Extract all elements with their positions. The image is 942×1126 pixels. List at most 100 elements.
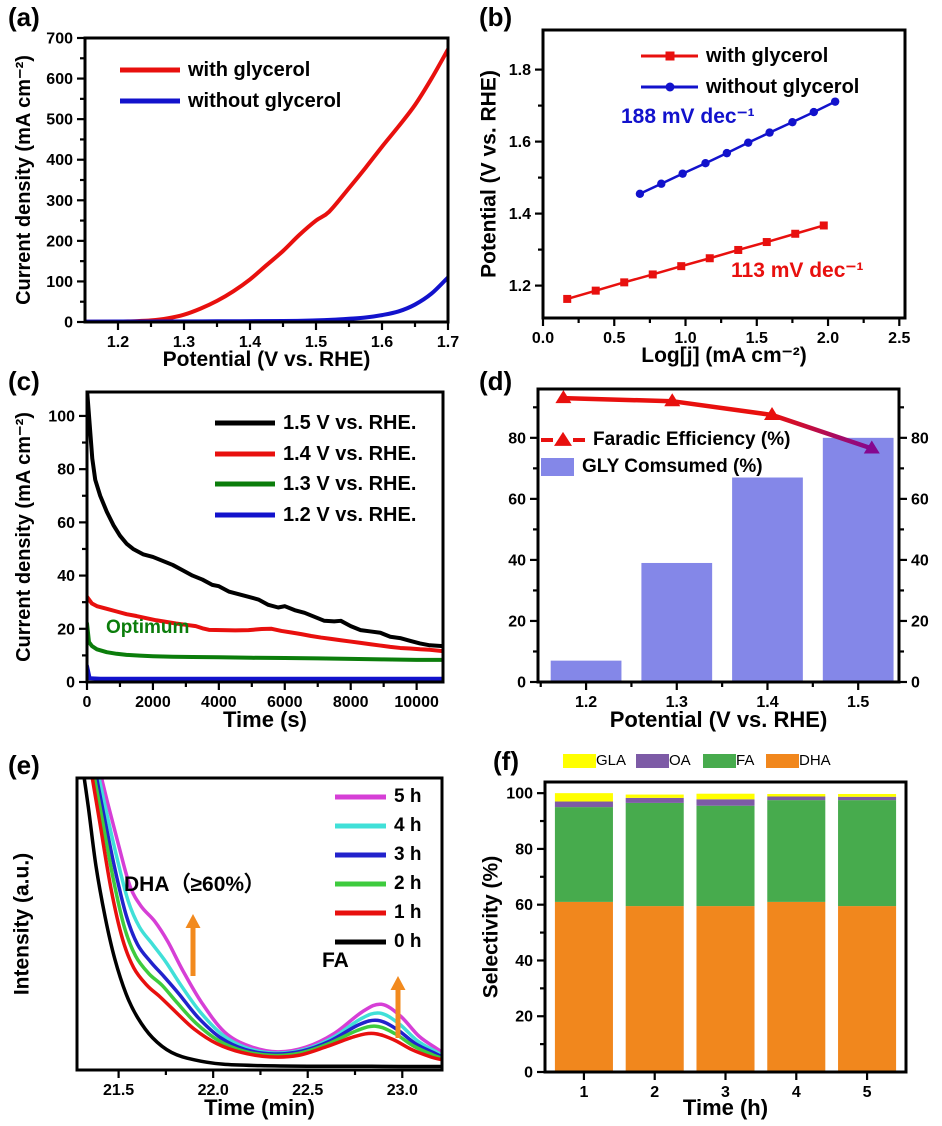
series-1-2-v-vs-rhe- <box>87 664 443 681</box>
legend-entry: GLA <box>563 752 626 769</box>
stacked-bar-segment-fa <box>696 805 755 907</box>
legend-marker-line <box>335 848 386 862</box>
y-axis-label: Potential (V vs. RHE) <box>477 70 501 278</box>
legend-entry: without glycerol <box>120 85 341 116</box>
gly-consumed-bar <box>732 477 803 682</box>
stacked-bar-segment-gla <box>554 793 613 802</box>
plot-frame <box>541 28 907 320</box>
stacked-bar-segment-fa <box>767 800 826 902</box>
legend-entry: with glycerol <box>641 40 859 71</box>
plot-frame <box>536 387 901 684</box>
legend-marker-triangle <box>541 431 585 448</box>
tick-label: 700 <box>46 31 73 48</box>
legend-marker-line <box>335 877 386 891</box>
tick-label: 1.4 <box>756 694 778 711</box>
faradic-efficiency-point <box>664 393 681 407</box>
x-axis-label: Time (s) <box>223 707 307 732</box>
legend-label: 1.4 V vs. RHE. <box>283 442 417 465</box>
stacked-bar-segment-dha <box>696 906 755 1072</box>
data-point-circle <box>657 179 666 188</box>
stacked-bar-segment-fa <box>838 800 897 907</box>
tick-label: 0.0 <box>532 330 554 347</box>
chart-annotation: 188 mV dec⁻¹ <box>621 105 755 128</box>
legend-marker-line <box>335 935 386 949</box>
tick-label: 2 <box>650 1084 659 1101</box>
tick-label: 60 <box>515 897 533 914</box>
panel-b-tafel: 0.0 0.5 1.0 1.5 2.0 2.5 1.2 1.4 1.6 1.8 (b) Log[j… <box>471 0 942 366</box>
up-arrow-head <box>185 914 201 928</box>
tick-label: 1.2 <box>107 334 129 351</box>
tick-label: 80 <box>515 841 533 858</box>
legend-marker-line <box>215 508 275 522</box>
legend-entry: with glycerol <box>120 54 341 85</box>
legend-entry: 1.2 V vs. RHE. <box>215 500 416 531</box>
legend-label: Faradic Efficiency (%) <box>593 429 791 450</box>
series-without-glycerol <box>85 275 448 322</box>
data-point-circle <box>765 128 774 137</box>
panel-e-hplc: 21.5 22.0 22.5 23.0 (e) Time (min) Intensit… <box>0 740 471 1126</box>
gly-consumed-bar <box>641 562 713 682</box>
series-with-glycerol <box>565 224 826 301</box>
legend-label: 2 h <box>394 873 422 894</box>
faradic-efficiency-point <box>764 406 781 420</box>
stacked-bar-segment-oa <box>696 799 755 806</box>
legend-marker-line <box>335 819 386 833</box>
stacked-bar-segment-fa <box>554 807 613 902</box>
legend-label: DHA <box>799 752 831 769</box>
stacked-bar-segment-gla <box>625 794 684 798</box>
stacked-bar-segment-dha <box>767 901 826 1072</box>
data-point-square <box>819 221 828 230</box>
tick-label: 4000 <box>201 694 237 711</box>
legend-marker-swatch <box>766 753 799 768</box>
legend-marker-swatch <box>636 753 669 768</box>
y-axis-label: Current density (mA cm⁻²) <box>13 55 35 305</box>
tick-label: 0 <box>517 675 526 692</box>
tick-label: 1.5 <box>305 334 327 351</box>
panel-c-plot: 0 2000 4000 6000 8000 10000 0 20 40 60 80 100 <box>48 390 445 711</box>
panel-letter: (d) <box>479 366 513 396</box>
tick-label: 23.0 <box>387 1082 418 1099</box>
legend-marker-line <box>215 416 275 430</box>
stacked-bar-segment-gla <box>767 793 826 797</box>
legend-entry: 0 h <box>335 927 421 956</box>
tick-label: 1.3 <box>173 334 195 351</box>
tick-label: 0 <box>911 675 920 692</box>
tick-label: 1.2 <box>575 694 597 711</box>
tick-label: 0 <box>66 675 75 692</box>
plot-frame <box>85 390 445 684</box>
tick-label: 21.5 <box>103 1082 134 1099</box>
panel-c-stability: 0 2000 4000 6000 8000 10000 0 20 40 60 80 100 (c) T… <box>0 360 471 740</box>
legend-entry: 1.4 V vs. RHE. <box>215 439 416 470</box>
tick-label: 500 <box>46 112 73 129</box>
tick-label: 1.6 <box>509 134 531 151</box>
tick-label: 6000 <box>267 694 303 711</box>
series-1-h <box>90 778 442 1062</box>
tick-label: 20 <box>508 613 526 630</box>
series-0-h <box>82 778 442 1069</box>
legend-entry: GLY Comsumed (%) <box>541 453 790 480</box>
tick-label: 60 <box>911 491 929 508</box>
tick-label: 1.8 <box>509 62 531 79</box>
chart-annotation: FA <box>322 949 349 972</box>
tick-label: 4 <box>792 1084 801 1101</box>
legend-marker-line <box>641 80 698 94</box>
tick-label: 3 <box>721 1084 730 1101</box>
y-axis-label: Intensity (a.u.) <box>10 852 34 996</box>
tick-label: 1 <box>579 1084 588 1101</box>
tick-label: 60 <box>57 515 75 532</box>
legend-label: with glycerol <box>706 44 829 67</box>
legend-label: 3 h <box>394 844 422 865</box>
data-point-square <box>791 229 800 238</box>
tick-label: 300 <box>46 193 73 210</box>
legend-marker-line <box>335 906 386 920</box>
tick-label: 80 <box>508 430 526 447</box>
stacked-bar-segment-oa <box>838 796 897 801</box>
gly-consumed-bar <box>822 437 894 682</box>
tick-label: 100 <box>506 786 533 803</box>
tick-label: 20 <box>57 621 75 638</box>
series-without-glycerol <box>638 100 837 196</box>
legend: 5 h 4 h 3 h 2 h 1 h 0 h <box>335 782 421 956</box>
tick-label: 0 <box>524 1065 533 1082</box>
tick-label: 400 <box>46 152 73 169</box>
